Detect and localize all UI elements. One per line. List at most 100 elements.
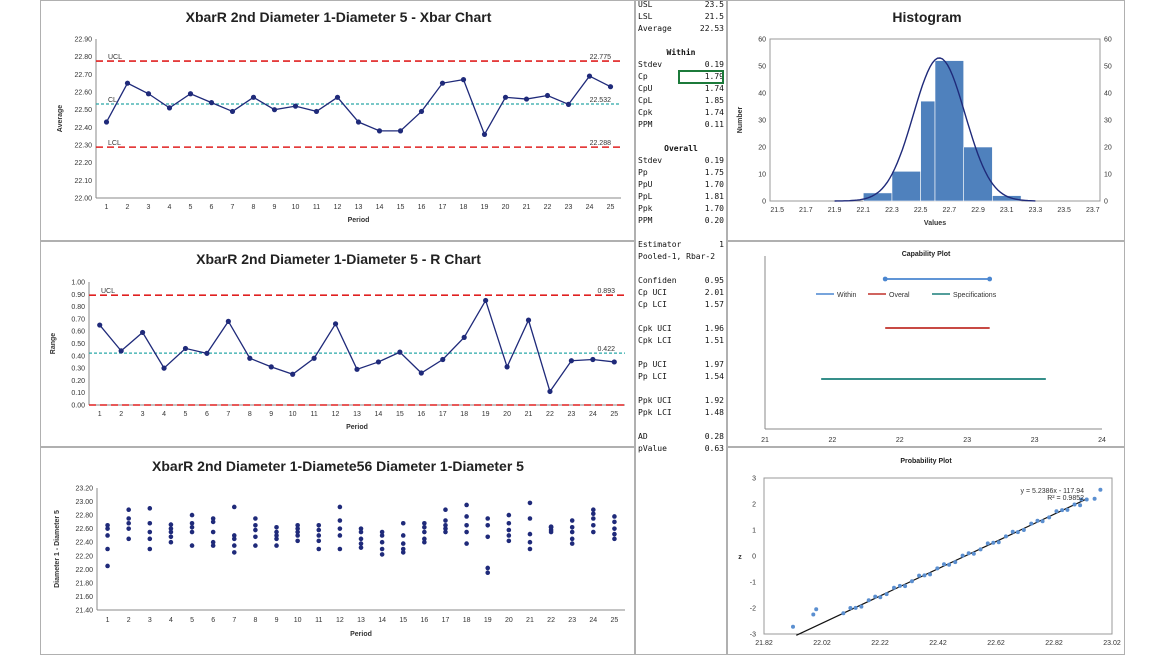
data-point bbox=[379, 539, 385, 545]
x-tick-label: 21 bbox=[523, 204, 531, 211]
stat-label: USL bbox=[638, 0, 653, 9]
data-point bbox=[1047, 515, 1052, 520]
individual-values-chart: XbarR 2nd Diameter 1-Diamete56 Diameter … bbox=[54, 458, 625, 638]
x-tick-label: 21 bbox=[526, 617, 534, 624]
x-tick-label: 2 bbox=[119, 411, 123, 418]
data-point bbox=[612, 514, 617, 519]
data-point bbox=[485, 516, 491, 521]
stat-row: PpL 1.81 bbox=[638, 191, 724, 203]
data-point bbox=[253, 516, 258, 521]
data-point bbox=[569, 525, 575, 530]
x-tick-label: 22 bbox=[896, 437, 904, 444]
stat-row: Cp LCI 1.57 bbox=[638, 299, 724, 311]
stat-label: Cpk UCI bbox=[638, 324, 672, 333]
y-tick-label: 0.00 bbox=[71, 403, 85, 410]
data-point bbox=[337, 518, 343, 523]
stat-value: 0.63 bbox=[704, 444, 724, 453]
chart-title: XbarR 2nd Diameter 1-Diameter 5 - Xbar C… bbox=[186, 9, 492, 25]
data-point bbox=[607, 84, 614, 90]
stat-label: Cpk bbox=[638, 108, 653, 117]
data-point bbox=[935, 566, 940, 571]
y-tick-label: 22.20 bbox=[74, 160, 92, 167]
chart-title: XbarR 2nd Diameter 1-Diamete56 Diameter … bbox=[152, 458, 524, 474]
data-point bbox=[182, 345, 189, 352]
x-tick-label: 6 bbox=[205, 411, 209, 418]
y-tick-label: -3 bbox=[750, 632, 756, 639]
data-point bbox=[105, 563, 110, 569]
data-point bbox=[506, 533, 512, 538]
data-point bbox=[1029, 521, 1034, 526]
x-tick-label: 24 bbox=[589, 411, 597, 418]
data-point bbox=[485, 565, 491, 571]
x-tick-label: 22.1 bbox=[856, 207, 870, 214]
stat-value: 1.48 bbox=[704, 408, 724, 417]
data-point bbox=[527, 539, 533, 545]
data-point bbox=[168, 526, 174, 531]
data-point bbox=[506, 538, 512, 544]
data-point bbox=[250, 94, 257, 100]
data-point bbox=[917, 573, 922, 578]
y-tick-label: 60 bbox=[758, 37, 766, 44]
stat-value: 1.74 bbox=[704, 108, 724, 117]
chart-title: Probability Plot bbox=[900, 458, 952, 465]
legend-label: Within bbox=[837, 292, 857, 299]
stat-value: 0.20 bbox=[704, 216, 724, 225]
y-tick-label: 22.70 bbox=[74, 72, 92, 79]
stat-row: Stdev 0.19 bbox=[638, 59, 724, 71]
data-point bbox=[337, 533, 343, 538]
data-point bbox=[225, 318, 231, 324]
data-point bbox=[985, 541, 990, 546]
y-tick-label: 30 bbox=[758, 118, 766, 125]
x-tick-label: 9 bbox=[269, 411, 273, 418]
data-point bbox=[1060, 508, 1065, 513]
capability-chart: Capability Plot 21 22 22 23 23 24 Within Overal S… bbox=[761, 251, 1106, 444]
y-axis-label: Average bbox=[57, 105, 64, 132]
individual-values-panel: XbarR 2nd Diameter 1-Diamete56 Diameter … bbox=[40, 447, 635, 655]
x-tick-label: 14 bbox=[375, 411, 383, 418]
x-tick-label: 15 bbox=[396, 411, 404, 418]
data-point bbox=[1003, 534, 1008, 539]
data-point bbox=[105, 533, 110, 538]
x-tick-label: 23 bbox=[568, 411, 576, 418]
x-tick-label: 25 bbox=[607, 204, 615, 211]
plot-area bbox=[763, 477, 1113, 635]
within-heading: Within bbox=[666, 48, 696, 57]
x-axis-label: Period bbox=[350, 631, 372, 638]
y-tick-label: 22.00 bbox=[74, 196, 92, 203]
data-point bbox=[161, 365, 167, 371]
cp-cell-highlight[interactable] bbox=[678, 70, 724, 84]
x-tick-label: 11 bbox=[313, 204, 320, 211]
data-point bbox=[295, 529, 300, 535]
data-point bbox=[591, 511, 596, 517]
data-point bbox=[147, 506, 153, 511]
data-point bbox=[337, 546, 343, 552]
data-point bbox=[400, 520, 406, 526]
x-tick-label: 17 bbox=[439, 204, 447, 211]
y-tick-label: 1 bbox=[752, 528, 756, 535]
data-point bbox=[443, 526, 448, 531]
y-tick-label: 22.00 bbox=[75, 567, 93, 574]
data-point bbox=[337, 504, 343, 510]
data-point bbox=[204, 350, 210, 356]
data-point bbox=[960, 553, 965, 558]
x-tick-label: 10 bbox=[294, 617, 302, 624]
x-tick-label: 22.5 bbox=[914, 207, 928, 214]
x-tick-label: 25 bbox=[610, 411, 618, 418]
data-point bbox=[941, 562, 946, 567]
probability-chart: Probability Plot -3 -2 -1 0 1 2 3 21.82 22.02 22.2… bbox=[738, 458, 1121, 647]
y-tick-label: 1.00 bbox=[71, 280, 85, 287]
data-point bbox=[126, 516, 131, 521]
stat-row: Average 22.53 bbox=[638, 23, 724, 35]
data-point bbox=[866, 598, 871, 603]
data-point bbox=[126, 536, 131, 542]
limit-label: UCL bbox=[101, 288, 115, 295]
data-point bbox=[313, 108, 320, 115]
stat-label: pValue bbox=[638, 444, 667, 453]
data-point bbox=[996, 540, 1001, 545]
data-point bbox=[922, 573, 927, 578]
data-point bbox=[274, 533, 279, 538]
chart-title: Histogram bbox=[892, 9, 961, 25]
data-point bbox=[168, 522, 174, 527]
data-point bbox=[1098, 487, 1103, 492]
x-tick-label: 16 bbox=[418, 204, 426, 211]
